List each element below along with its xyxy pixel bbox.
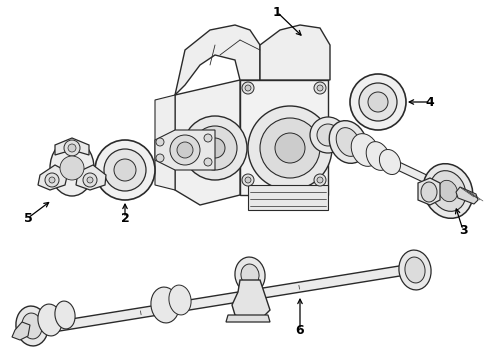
Polygon shape	[155, 95, 175, 190]
Ellipse shape	[379, 149, 401, 175]
Ellipse shape	[55, 301, 75, 329]
Text: 1: 1	[272, 5, 281, 18]
Ellipse shape	[156, 154, 164, 162]
Ellipse shape	[439, 180, 457, 202]
Polygon shape	[226, 315, 270, 322]
Ellipse shape	[104, 149, 146, 191]
Ellipse shape	[49, 177, 55, 183]
Polygon shape	[418, 178, 440, 205]
Ellipse shape	[430, 171, 466, 211]
Ellipse shape	[405, 257, 425, 283]
Ellipse shape	[399, 250, 431, 290]
Ellipse shape	[170, 135, 200, 165]
Text: 2: 2	[121, 211, 129, 225]
Ellipse shape	[423, 164, 473, 218]
Ellipse shape	[169, 285, 191, 315]
Polygon shape	[76, 165, 106, 190]
Ellipse shape	[193, 126, 237, 170]
Ellipse shape	[151, 287, 179, 323]
Text: 5: 5	[24, 211, 32, 225]
Polygon shape	[55, 138, 89, 155]
Polygon shape	[456, 187, 478, 204]
Ellipse shape	[260, 118, 320, 178]
Ellipse shape	[248, 106, 332, 190]
Ellipse shape	[177, 142, 193, 158]
Ellipse shape	[16, 306, 48, 346]
Ellipse shape	[368, 92, 388, 112]
Polygon shape	[232, 280, 270, 320]
Ellipse shape	[310, 117, 346, 153]
Polygon shape	[155, 130, 215, 170]
Ellipse shape	[317, 85, 323, 91]
Polygon shape	[240, 80, 328, 195]
Text: 3: 3	[459, 224, 467, 237]
Ellipse shape	[329, 121, 367, 163]
Ellipse shape	[60, 156, 84, 180]
Ellipse shape	[242, 174, 254, 186]
Ellipse shape	[114, 159, 136, 181]
Ellipse shape	[235, 257, 265, 293]
Ellipse shape	[350, 74, 406, 130]
Ellipse shape	[205, 138, 225, 158]
Ellipse shape	[204, 134, 212, 142]
Polygon shape	[175, 80, 240, 205]
Polygon shape	[248, 185, 328, 210]
Ellipse shape	[204, 158, 212, 166]
Ellipse shape	[45, 173, 59, 187]
Ellipse shape	[183, 116, 247, 180]
Ellipse shape	[95, 140, 155, 200]
Text: 6: 6	[295, 324, 304, 337]
Ellipse shape	[241, 264, 259, 286]
Polygon shape	[38, 165, 68, 190]
Ellipse shape	[38, 304, 62, 336]
Ellipse shape	[156, 138, 164, 146]
Ellipse shape	[359, 83, 397, 121]
Polygon shape	[358, 144, 446, 192]
Ellipse shape	[317, 177, 323, 183]
Ellipse shape	[242, 82, 254, 94]
Polygon shape	[175, 25, 260, 95]
Ellipse shape	[245, 85, 251, 91]
Ellipse shape	[314, 174, 326, 186]
Ellipse shape	[245, 177, 251, 183]
Polygon shape	[21, 263, 419, 337]
Ellipse shape	[275, 133, 305, 163]
Ellipse shape	[64, 140, 80, 156]
Ellipse shape	[421, 182, 437, 202]
Ellipse shape	[336, 128, 360, 156]
Ellipse shape	[50, 140, 94, 196]
Ellipse shape	[68, 144, 76, 152]
Ellipse shape	[351, 134, 379, 166]
Ellipse shape	[366, 141, 390, 170]
Ellipse shape	[87, 177, 93, 183]
Polygon shape	[260, 25, 330, 80]
Text: 4: 4	[426, 95, 434, 108]
Ellipse shape	[22, 313, 42, 339]
Ellipse shape	[317, 124, 339, 146]
Ellipse shape	[83, 173, 97, 187]
Polygon shape	[12, 322, 30, 340]
Ellipse shape	[314, 82, 326, 94]
